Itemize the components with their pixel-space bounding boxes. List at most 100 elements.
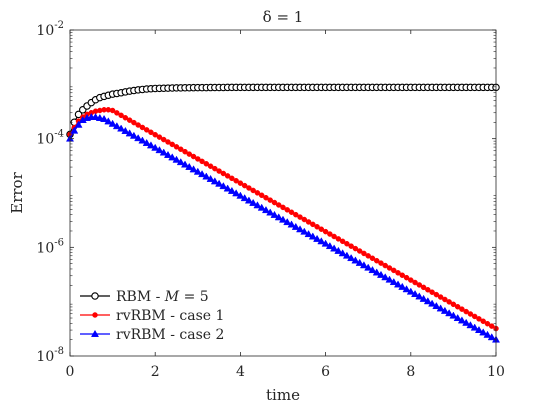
- data-point: [240, 194, 249, 202]
- data-point: [125, 129, 134, 137]
- data-point: [351, 256, 360, 264]
- data-point: [189, 165, 198, 173]
- data-point: [389, 277, 398, 286]
- legend-label: rvRBM - case 1: [116, 308, 224, 324]
- data-point: [257, 203, 266, 211]
- x-tick-label: 10: [487, 364, 505, 380]
- data-point: [198, 170, 207, 178]
- data-point: [258, 192, 265, 199]
- data-point: [227, 186, 236, 194]
- data-point: [95, 113, 104, 121]
- data-point: [236, 191, 245, 199]
- data-point: [436, 304, 445, 312]
- data-point: [244, 196, 253, 204]
- data-point: [304, 230, 313, 238]
- data-point: [364, 263, 373, 271]
- data-point: [169, 141, 175, 148]
- data-point: [440, 306, 449, 314]
- y-tick-label: 10-4: [36, 129, 64, 148]
- data-point: [126, 117, 133, 123]
- data-point: [117, 124, 126, 132]
- data-point: [278, 215, 288, 223]
- data-point: [109, 107, 116, 114]
- legend-label: rvRBM - case 2: [116, 327, 224, 343]
- legend-marker: [91, 292, 99, 300]
- y-tick-label: 10-2: [36, 20, 64, 39]
- data-point: [182, 148, 188, 155]
- x-tick-label: 8: [406, 364, 415, 380]
- data-point: [210, 177, 219, 185]
- data-point: [283, 218, 292, 226]
- data-point: [121, 126, 130, 134]
- series-2: [65, 112, 501, 343]
- legend-marker: [90, 329, 100, 337]
- series-0: [66, 83, 500, 139]
- data-point: [368, 265, 377, 274]
- data-point: [190, 153, 197, 160]
- data-point: [287, 220, 296, 228]
- data-point: [393, 280, 403, 288]
- series-1: [67, 107, 499, 332]
- data-point: [229, 175, 235, 182]
- data-point: [114, 110, 120, 116]
- data-point: [321, 239, 330, 247]
- data-point: [271, 199, 278, 206]
- data-point: [399, 272, 406, 279]
- data-point: [453, 313, 462, 322]
- y-tick-label: 10-8: [36, 346, 64, 365]
- data-point: [280, 204, 286, 211]
- data-point: [246, 185, 252, 191]
- data-point: [470, 323, 479, 331]
- data-point: [313, 234, 322, 242]
- data-point: [429, 289, 435, 295]
- data-point: [420, 284, 427, 291]
- y-tick-label: 10-6: [36, 237, 64, 256]
- data-point: [176, 158, 185, 166]
- data-point: [415, 292, 424, 300]
- tick-layer: 0 2 4 6 8 10 10-2 10-4 10-6 10-8: [36, 20, 504, 380]
- data-point: [327, 231, 333, 237]
- data-point: [203, 161, 210, 167]
- plot-frame: [69, 29, 497, 357]
- data-point: [112, 122, 121, 130]
- data-point: [419, 294, 428, 302]
- data-point: [122, 115, 129, 121]
- data-point: [165, 139, 171, 145]
- data-point: [139, 124, 146, 131]
- data-point: [296, 225, 305, 233]
- data-point: [355, 258, 364, 266]
- data-point: [462, 318, 471, 326]
- data-point: [233, 178, 239, 184]
- data-point: [406, 287, 415, 295]
- data-point: [378, 260, 384, 266]
- data-point: [274, 213, 283, 221]
- data-point: [344, 241, 350, 247]
- data-point: [193, 167, 202, 175]
- data-point: [322, 228, 329, 235]
- data-point: [91, 112, 100, 120]
- data-point: [131, 119, 137, 126]
- data-point: [480, 318, 486, 325]
- data-point: [224, 173, 231, 179]
- data-point: [173, 144, 180, 150]
- data-point: [134, 134, 143, 142]
- data-point: [275, 202, 282, 208]
- data-point: [334, 246, 343, 254]
- data-point: [178, 146, 184, 153]
- data-point: [232, 189, 241, 197]
- data-point: [142, 138, 151, 146]
- data-point: [138, 136, 147, 144]
- data-point: [487, 333, 496, 341]
- data-point: [484, 320, 491, 327]
- data-point: [261, 206, 270, 214]
- data-point: [266, 208, 275, 216]
- data-point: [143, 127, 150, 133]
- data-point: [249, 198, 258, 206]
- data-point: [135, 122, 141, 128]
- data-point: [408, 277, 414, 283]
- x-tick-label: 0: [66, 364, 75, 380]
- data-point: [356, 248, 363, 254]
- data-point: [330, 244, 339, 252]
- data-point: [100, 114, 109, 122]
